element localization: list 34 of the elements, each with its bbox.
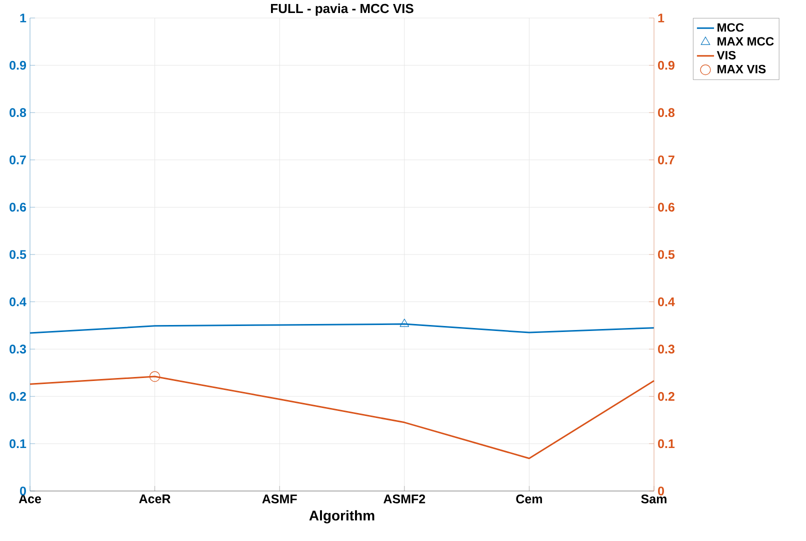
x-tick-label: AceR: [139, 494, 171, 504]
y-tick-label: 0.9: [10, 60, 26, 70]
y-tick-label: 0.1: [10, 439, 26, 448]
y-tick-label: 1: [20, 14, 26, 22]
y2-tick-label: 0.3: [658, 344, 674, 354]
legend-label: MAX VIS: [718, 64, 766, 74]
x-tick-label: ASMF: [262, 494, 297, 504]
y2-tick-label: 0.9: [658, 60, 674, 70]
x-tick-label: Sam: [641, 494, 666, 504]
y2-tick-label: 0.1: [658, 439, 675, 448]
y-tick-label: 0.6: [10, 202, 26, 212]
chart-title: FULL - pavia - MCC VIS: [271, 4, 414, 16]
legend-label: MCC: [718, 23, 744, 32]
y2-tick-label: 0.2: [658, 392, 674, 401]
y2-tick-label: 0.8: [658, 108, 675, 118]
y-tick-label: 0.4: [10, 297, 26, 306]
y-tick-label: 0.2: [10, 392, 26, 401]
x-tick-label: Cem: [516, 494, 542, 504]
y2-tick-label: 0.5: [658, 250, 675, 259]
x-tick-label: ASMF2: [384, 494, 426, 504]
y2-tick-label: 0.4: [658, 297, 675, 306]
x-axis-title: Algorithm: [309, 510, 374, 524]
legend-label: MAX MCC: [718, 37, 774, 46]
legend-label: VIS: [716, 50, 736, 60]
y2-tick-label: 0: [658, 486, 664, 496]
y-tick-label: 0.8: [10, 108, 26, 118]
y-tick-label: 0: [20, 486, 26, 496]
y2-tick-label: 1: [658, 14, 664, 22]
y-tick-label: 0.7: [10, 155, 26, 164]
y2-tick-label: 0.6: [658, 202, 674, 212]
y2-tick-label: 0.7: [658, 155, 674, 164]
x-tick-label: Ace: [18, 494, 42, 504]
y-tick-label: 0.5: [10, 250, 26, 259]
y-tick-label: 0.3: [10, 344, 26, 354]
